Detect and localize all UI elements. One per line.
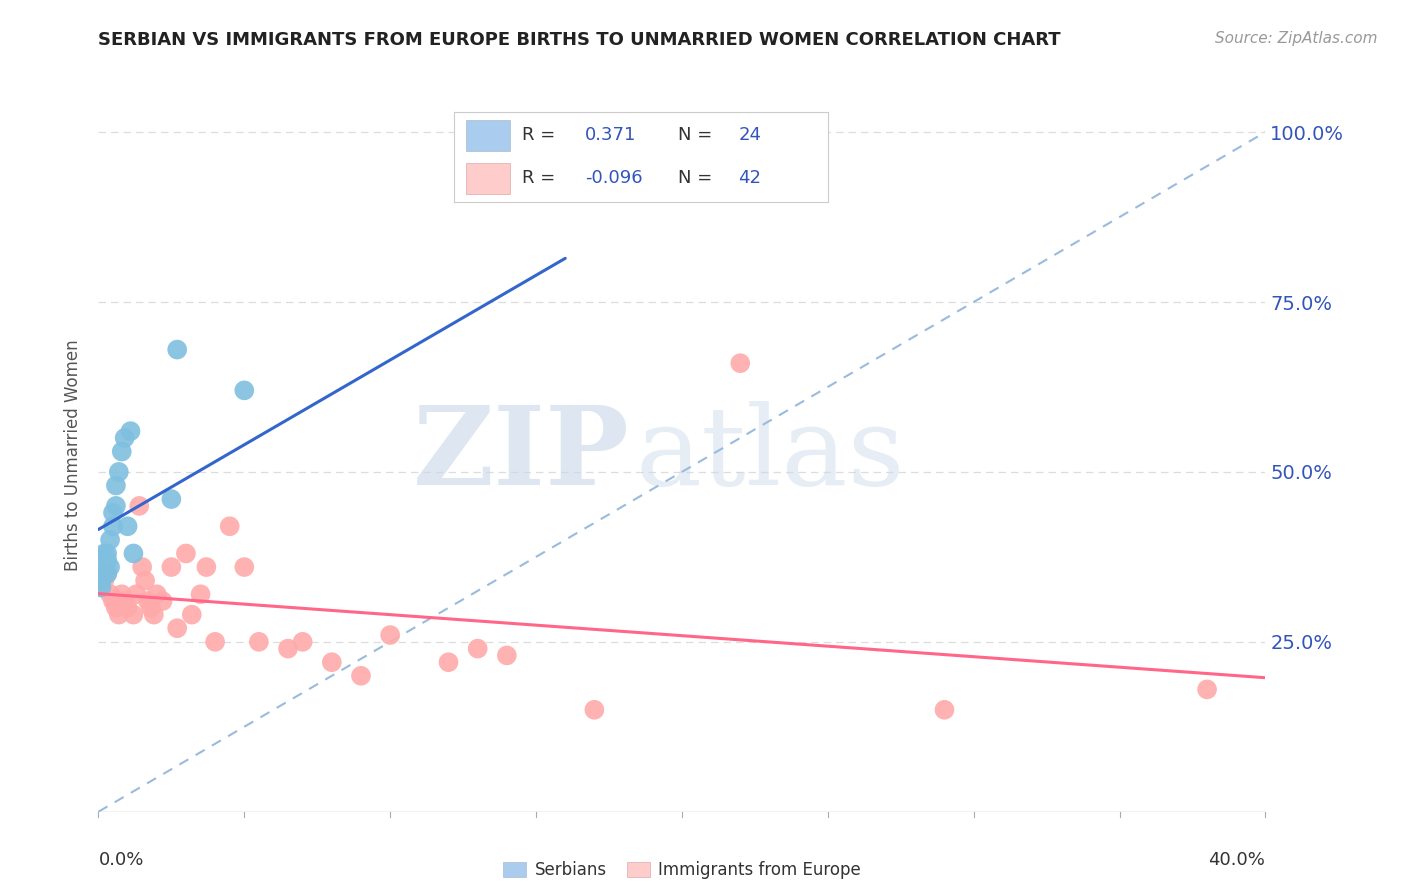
Point (131, 560, 153, 574)
Point (96, 566, 118, 581)
Point (90, 581, 112, 595)
Point (166, 343, 188, 357)
Text: 0.0%: 0.0% (98, 851, 143, 869)
Point (583, 703, 606, 717)
Point (142, 607, 165, 622)
Text: atlas: atlas (636, 401, 905, 508)
Point (114, 594, 136, 608)
Point (98, 533, 121, 547)
Point (125, 587, 148, 601)
Point (136, 594, 159, 608)
Point (495, 648, 517, 663)
Point (166, 621, 188, 635)
Point (120, 424, 142, 438)
Point (98, 560, 121, 574)
Point (195, 560, 218, 574)
Point (96, 553, 118, 567)
Point (98, 587, 121, 601)
Point (218, 519, 240, 533)
Y-axis label: Births to Unmarried Women: Births to Unmarried Women (65, 339, 83, 571)
Point (134, 574, 156, 588)
Point (122, 607, 145, 622)
Point (93, 546, 115, 560)
Point (117, 519, 139, 533)
Point (467, 641, 489, 656)
Point (122, 546, 145, 560)
Point (146, 587, 169, 601)
Point (111, 587, 134, 601)
Point (128, 499, 150, 513)
Point (101, 506, 124, 520)
Text: ZIP: ZIP (412, 401, 630, 508)
Point (190, 587, 212, 601)
Point (104, 499, 127, 513)
Point (114, 431, 136, 445)
Point (101, 519, 124, 533)
Point (90, 574, 112, 588)
Point (111, 444, 134, 458)
Point (437, 655, 460, 669)
Point (291, 635, 314, 649)
Point (96, 566, 118, 581)
Point (378, 628, 402, 642)
Point (728, 356, 751, 370)
Point (350, 669, 373, 683)
Point (247, 635, 270, 649)
Point (180, 607, 202, 622)
Point (174, 546, 197, 560)
Point (787, 145, 810, 160)
Point (104, 600, 127, 615)
Point (104, 478, 127, 492)
Point (204, 635, 226, 649)
Point (233, 560, 256, 574)
Point (101, 594, 124, 608)
Point (321, 655, 343, 669)
Point (117, 600, 139, 615)
Text: 40.0%: 40.0% (1209, 851, 1265, 869)
Point (90, 581, 112, 595)
Point (108, 607, 131, 622)
Text: Source: ZipAtlas.com: Source: ZipAtlas.com (1215, 31, 1378, 46)
Point (93, 560, 115, 574)
Point (233, 384, 256, 398)
Point (93, 566, 115, 581)
Point (152, 594, 174, 608)
Point (277, 641, 299, 656)
Point (139, 600, 162, 615)
Point (160, 560, 183, 574)
Point (934, 703, 956, 717)
Text: SERBIAN VS IMMIGRANTS FROM EUROPE BIRTHS TO UNMARRIED WOMEN CORRELATION CHART: SERBIAN VS IMMIGRANTS FROM EUROPE BIRTHS… (98, 31, 1062, 49)
Point (1195, 682, 1218, 697)
Point (96, 546, 118, 560)
Point (160, 492, 183, 507)
Point (93, 574, 115, 588)
Point (108, 465, 131, 479)
Legend: Serbians, Immigrants from Europe: Serbians, Immigrants from Europe (496, 855, 868, 886)
